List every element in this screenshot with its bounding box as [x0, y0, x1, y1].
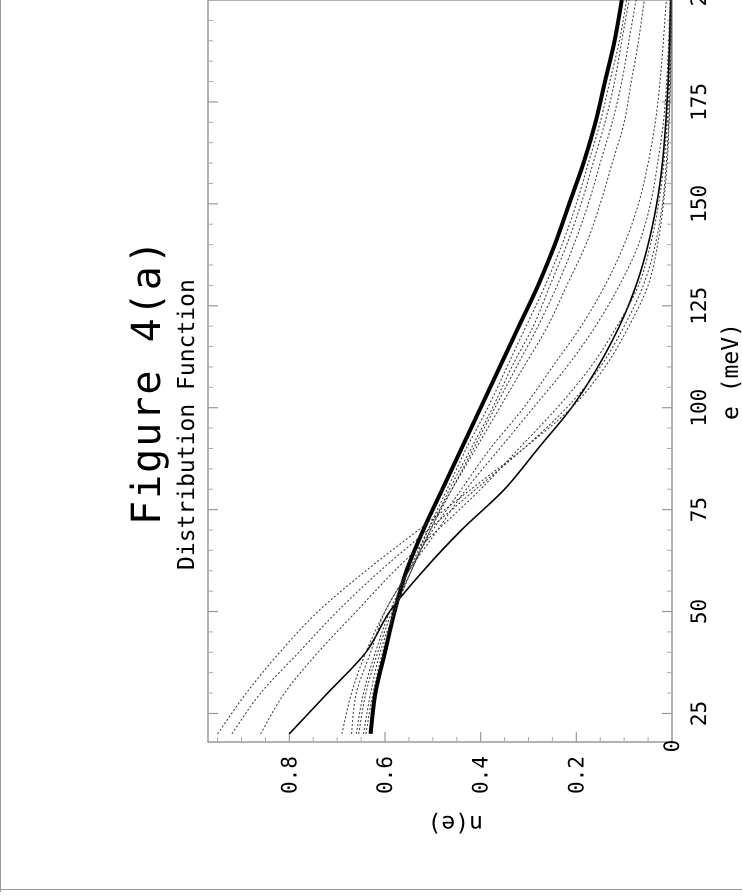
x-tick-label: 150	[687, 185, 711, 223]
bottom-page-border	[0, 889, 742, 890]
series-group	[217, 0, 672, 735]
y-tick-label: 0.8	[277, 756, 301, 794]
series-line-7	[351, 0, 667, 734]
x-tick-label: 175	[687, 83, 711, 121]
series-line-3	[217, 0, 672, 735]
x-tick-label: 75	[687, 497, 711, 522]
series-line-9	[358, 0, 637, 734]
series-line-4	[231, 0, 672, 735]
series-line-2	[288, 0, 672, 735]
x-tick-label: 100	[687, 389, 711, 427]
x-axis-label: e (meV)	[718, 323, 742, 420]
x-tick-label: 2	[687, 0, 711, 6]
tick-marks	[208, 0, 673, 742]
series-line-10	[363, 0, 630, 734]
plot-area: 25 50 75 100 125 150 175 2 0 0.2 0.4 0.6 0.8	[207, 0, 711, 794]
tick-labels: 25 50 75 100 125 150 175 2 0 0.2 0.4 0.6 0.8	[277, 0, 711, 794]
y-tick-label: 0.2	[564, 756, 588, 794]
series-line-1	[368, 0, 624, 735]
series-line-5	[260, 0, 672, 735]
x-tick-label: 125	[687, 287, 711, 325]
left-page-border	[0, 0, 1, 892]
y-tick-label: 0.4	[469, 756, 493, 794]
x-tick-label: 50	[687, 599, 711, 624]
x-tick-label: 25	[687, 701, 711, 726]
series-line-11	[365, 0, 628, 734]
y-tick-label: 0.6	[373, 756, 397, 794]
chart-title: Figure 4(a)	[124, 238, 170, 525]
y-tick-label: 0	[660, 740, 684, 753]
y-axis-label: n(e)	[428, 810, 483, 836]
axes-frame	[207, 0, 673, 743]
chart-subtitle: Distribution Function	[174, 279, 200, 570]
